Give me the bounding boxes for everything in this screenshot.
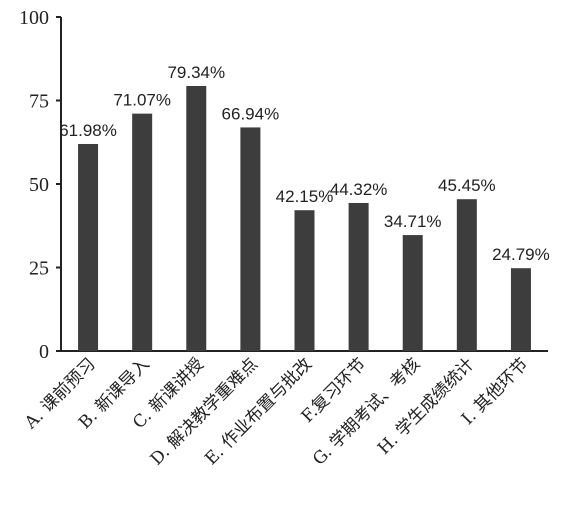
- y-tick-label: 50: [29, 174, 49, 196]
- data-label: 79.34%: [167, 63, 225, 82]
- data-labels: 61.98% 71.07% 79.34% 66.94% 42.15%44.32% 34.7…: [59, 63, 550, 264]
- data-label: 66.94%: [222, 104, 280, 123]
- bars: [78, 86, 531, 352]
- bar: [78, 143, 99, 351]
- y-tick-label: 25: [29, 258, 49, 280]
- data-label: 44.32%: [330, 180, 388, 199]
- data-label: 61.98%: [59, 121, 117, 140]
- y-tick-label: 75: [29, 91, 49, 113]
- data-label: 45.45%: [438, 176, 496, 195]
- data-label: 71.07%: [113, 91, 171, 110]
- x-tick-label: H. 学生成绩统计: [374, 354, 478, 458]
- bar: [510, 268, 531, 351]
- bar: [186, 86, 207, 352]
- data-label: 24.79%: [492, 245, 550, 264]
- bar: [240, 127, 261, 351]
- bar: [402, 235, 423, 351]
- data-label: 42.15%: [276, 187, 334, 206]
- bar: [456, 199, 477, 351]
- bar: [132, 113, 153, 352]
- y-tick-label: 100: [19, 7, 49, 29]
- y-tick-label: 0: [39, 341, 49, 363]
- y-axis: 0 25 50 75 100: [19, 7, 62, 363]
- bar: [294, 210, 315, 351]
- data-label: 34.71%: [384, 212, 442, 231]
- bar: [348, 202, 369, 351]
